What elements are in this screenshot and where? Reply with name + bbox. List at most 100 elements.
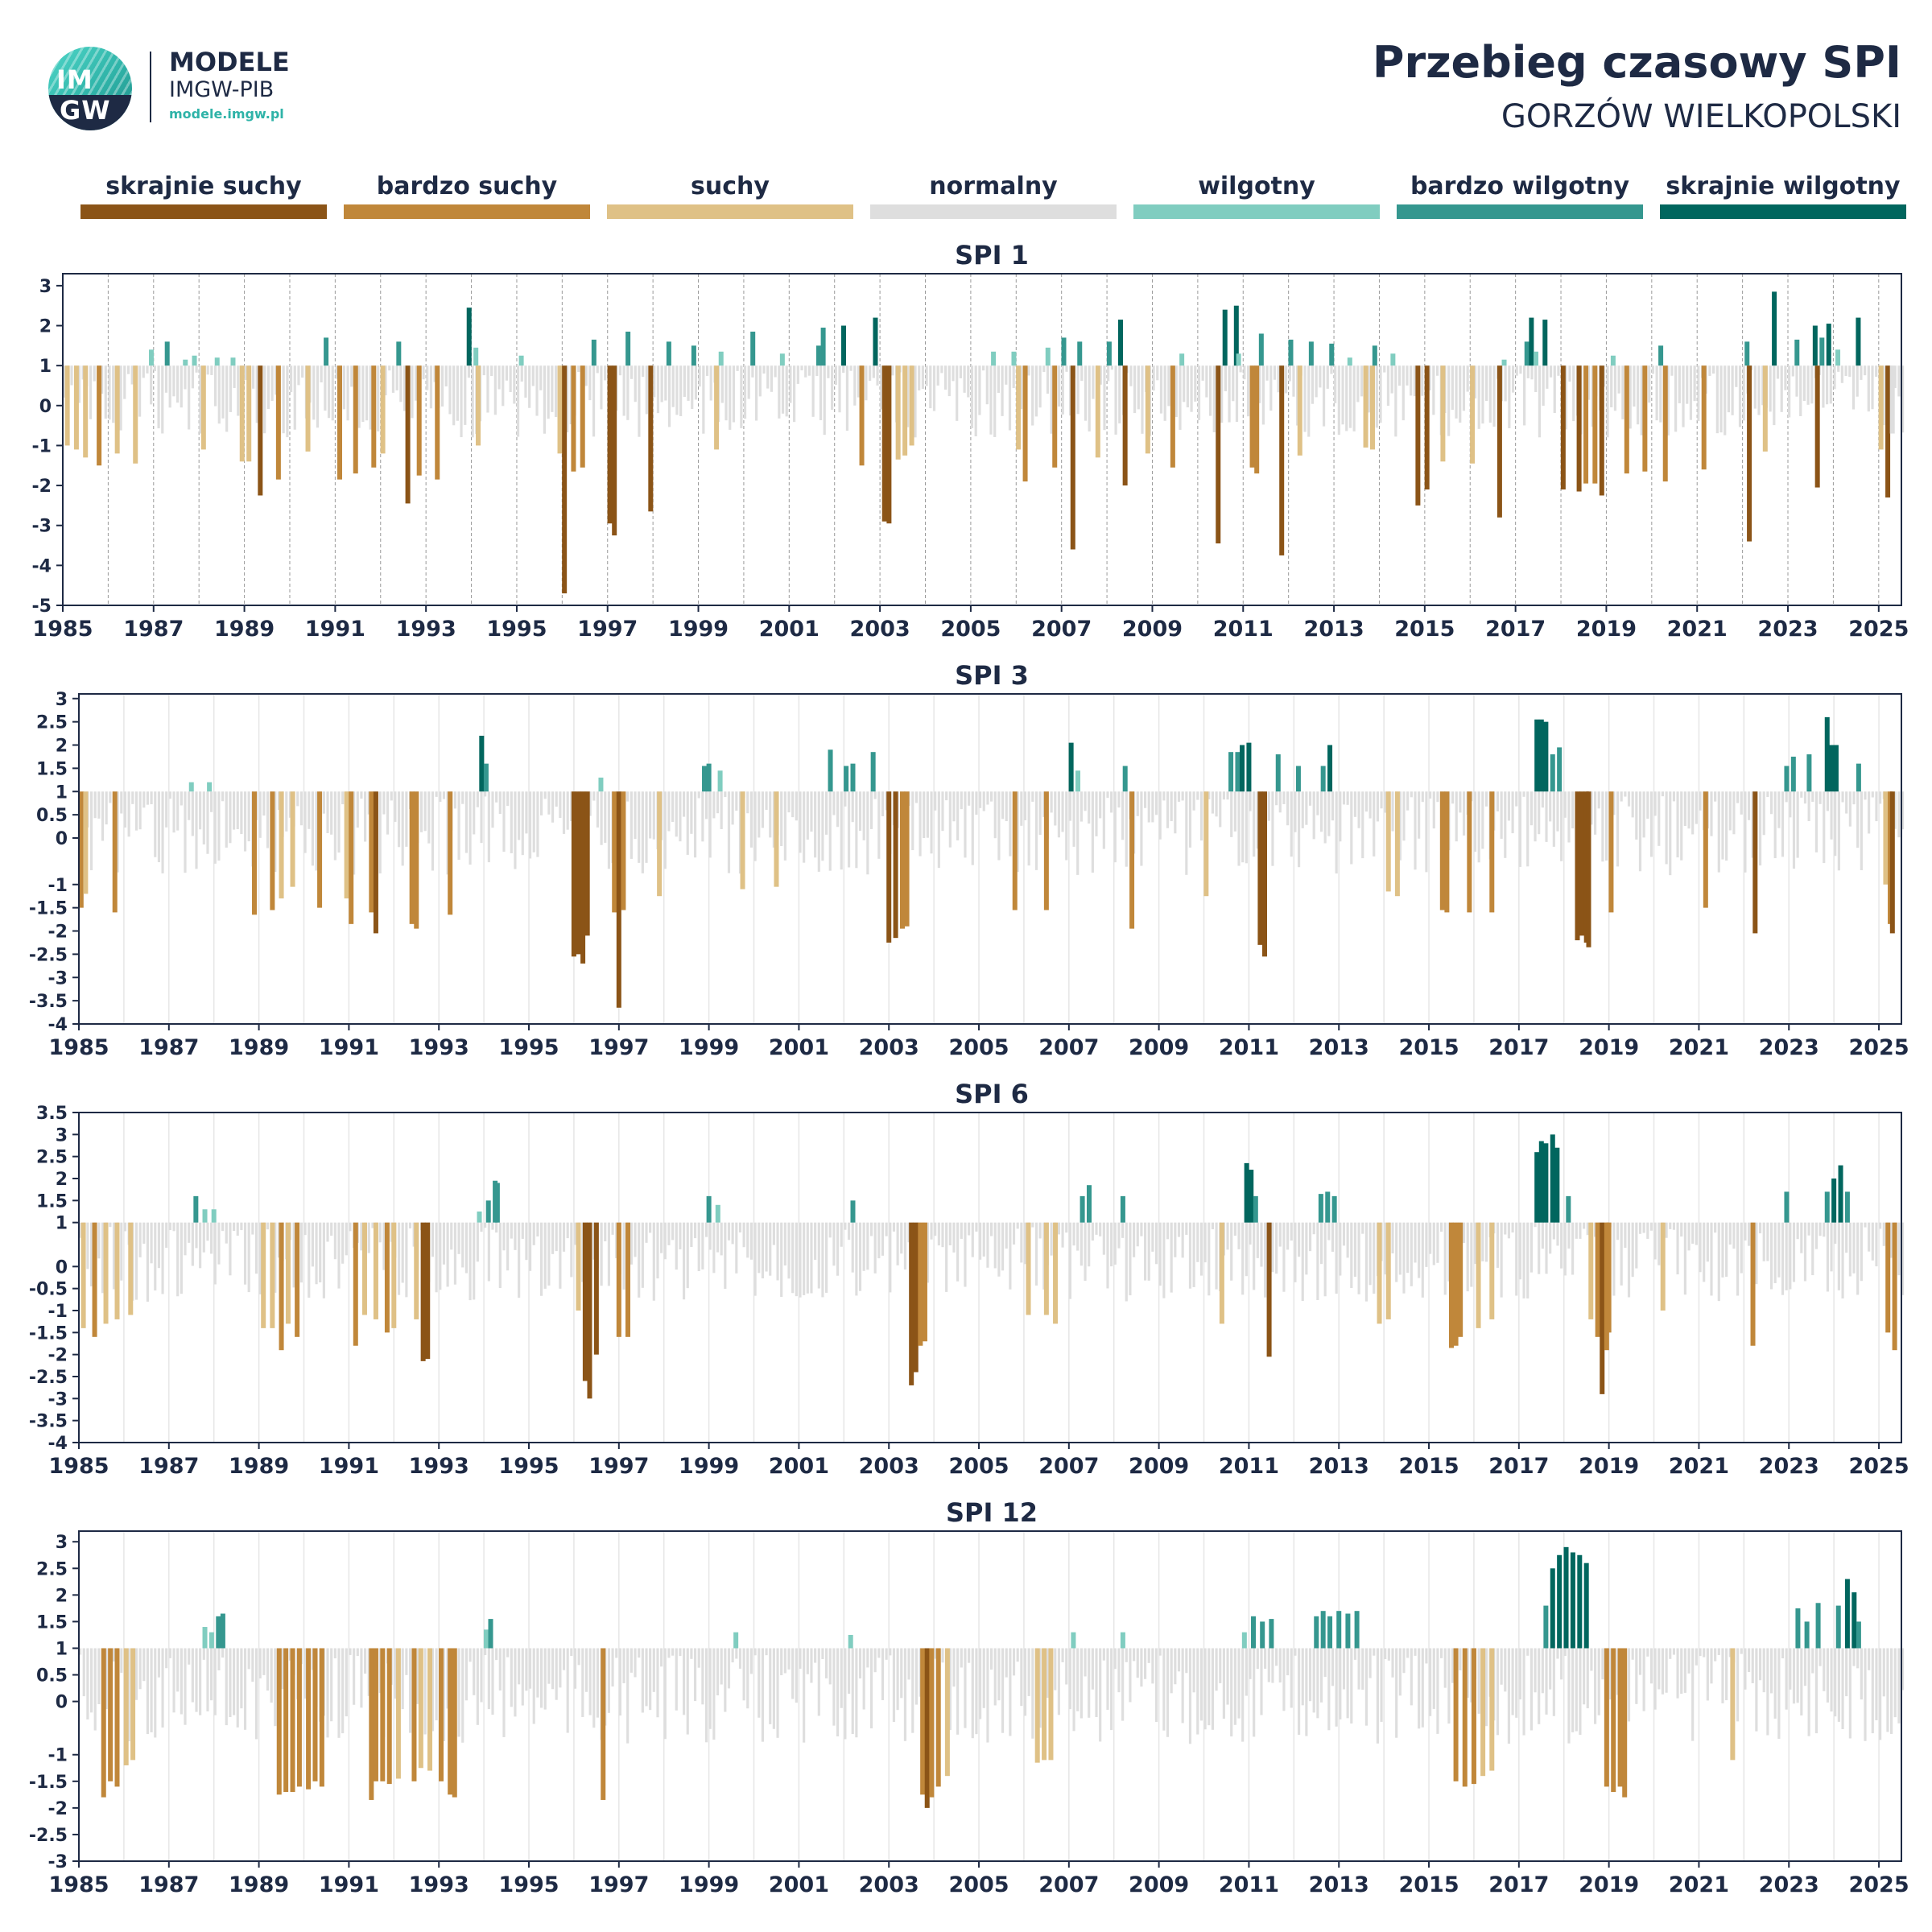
spi-bar — [717, 770, 723, 792]
spi-bar-normal — [858, 791, 862, 831]
spi-bar-normal — [1635, 1648, 1638, 1704]
spi-bar-normal — [652, 791, 655, 840]
spi-bar-normal — [663, 791, 667, 869]
spi-bar-normal — [787, 1222, 791, 1279]
spi-bar-normal — [1095, 1222, 1098, 1235]
spi-bar-normal — [1459, 791, 1462, 813]
spi-bar-normal — [1271, 1648, 1274, 1683]
spi-bar — [1844, 1579, 1850, 1649]
spi-bar — [220, 1613, 225, 1649]
spi-bar-normal — [892, 1222, 896, 1232]
spi-bar-normal — [316, 365, 320, 428]
y-tick-label: 0 — [56, 1693, 68, 1713]
spi-bar-normal — [1341, 365, 1344, 425]
spi-bar-normal — [471, 365, 474, 438]
spi-bar-normal — [1715, 365, 1719, 434]
spi-bar-normal — [566, 791, 569, 830]
spi-bar-normal — [679, 1648, 682, 1657]
spi-bar — [1219, 1222, 1224, 1324]
spi-bar-normal — [1646, 1648, 1649, 1657]
spi-bar-normal — [547, 791, 551, 815]
spi-bar-normal — [649, 1648, 652, 1711]
spi-bar — [1279, 365, 1285, 555]
spi-bar-normal — [1875, 791, 1878, 822]
spi-bar-normal — [1653, 1222, 1657, 1260]
spi-bar-normal — [1534, 365, 1538, 393]
spi-bar-normal — [405, 791, 408, 847]
spi-bar-normal — [510, 791, 513, 853]
spi-bar-normal — [985, 365, 989, 405]
spi-bar-normal — [1331, 1222, 1335, 1253]
x-tick-label: 2023 — [1757, 617, 1818, 642]
spi-bar-normal — [1755, 1648, 1758, 1732]
spi-bar-normal — [176, 791, 180, 831]
spi-bar-normal — [997, 1648, 1001, 1701]
spi-bar-normal — [1624, 1222, 1627, 1249]
spi-bar-normal — [1208, 1222, 1211, 1296]
spi-bar — [1610, 355, 1616, 366]
spi-bar-normal — [275, 365, 278, 395]
spi-bar-normal — [1271, 791, 1274, 866]
spi-bar-normal — [607, 1222, 610, 1286]
spi-bar-normal — [1402, 365, 1405, 421]
spi-bar-normal — [1005, 365, 1008, 385]
spi-bar-normal — [213, 365, 217, 407]
spi-bar-normal — [416, 1648, 419, 1704]
spi-bar-normal — [1256, 791, 1259, 849]
spi-bar-normal — [1728, 1648, 1732, 1657]
x-tick-label: 2013 — [1309, 1454, 1369, 1479]
spi-bar-normal — [473, 1648, 476, 1695]
spi-bar-normal — [101, 791, 105, 841]
spi-bar-normal — [1680, 1222, 1683, 1237]
spi-bar-normal — [165, 791, 168, 828]
spi-bar-normal — [1443, 1222, 1447, 1295]
spi-bar-normal — [607, 791, 610, 869]
spi-bar-normal — [1020, 1222, 1023, 1263]
spi-bar-normal — [979, 1222, 982, 1260]
spi-bar-normal — [1830, 1222, 1833, 1272]
spi-bar-normal — [180, 791, 183, 806]
y-tick-label: -4 — [48, 1434, 68, 1454]
spi-bar — [850, 763, 856, 792]
spi-bar-normal — [1796, 791, 1799, 858]
y-tick-label: 1 — [56, 782, 68, 803]
spi-bar-normal — [529, 1648, 532, 1689]
spi-bar-normal — [804, 365, 807, 378]
spi-bar — [1534, 719, 1540, 792]
spi-bar-normal — [1215, 1648, 1218, 1691]
spi-bar-normal — [1226, 791, 1229, 800]
spi-bar-normal — [1579, 1222, 1582, 1239]
spi-bar-normal — [907, 1222, 910, 1243]
spi-bar-normal — [210, 365, 213, 375]
spi-bar-normal — [551, 1648, 555, 1690]
spi-bar-normal — [1387, 1648, 1390, 1661]
spi-bar — [483, 763, 489, 792]
spi-bar-normal — [704, 1648, 708, 1743]
spi-bar-normal — [1728, 1222, 1732, 1245]
spi-bar — [1261, 791, 1267, 957]
spi-bar-normal — [1522, 1648, 1525, 1736]
spi-bar-normal — [134, 791, 138, 831]
spi-bar-normal — [1689, 365, 1693, 420]
spi-bar-normal — [997, 365, 1000, 393]
spi-bar-normal — [1594, 1222, 1597, 1237]
y-tick-label: -1.5 — [29, 1323, 68, 1344]
spi-bar-normal — [925, 365, 928, 386]
spi-bar-normal — [855, 1222, 858, 1296]
y-tick-label: -4 — [48, 1015, 68, 1035]
spi-bar-normal — [1897, 791, 1901, 838]
spi-bar-normal — [394, 791, 397, 822]
spi-bar — [1068, 742, 1074, 792]
spi-bar — [691, 345, 696, 366]
spi-bar-normal — [735, 791, 738, 811]
spi-bar-normal — [1129, 1222, 1132, 1296]
spi-bar — [571, 365, 576, 472]
spi-bar-normal — [1860, 791, 1863, 870]
x-tick-label: 2017 — [1488, 1872, 1549, 1897]
spi-bar — [97, 365, 102, 466]
spi-bar — [1439, 791, 1445, 910]
spi-bar — [576, 791, 581, 955]
spi-bar-normal — [1848, 1222, 1852, 1277]
spi-bar-normal — [240, 1648, 243, 1709]
